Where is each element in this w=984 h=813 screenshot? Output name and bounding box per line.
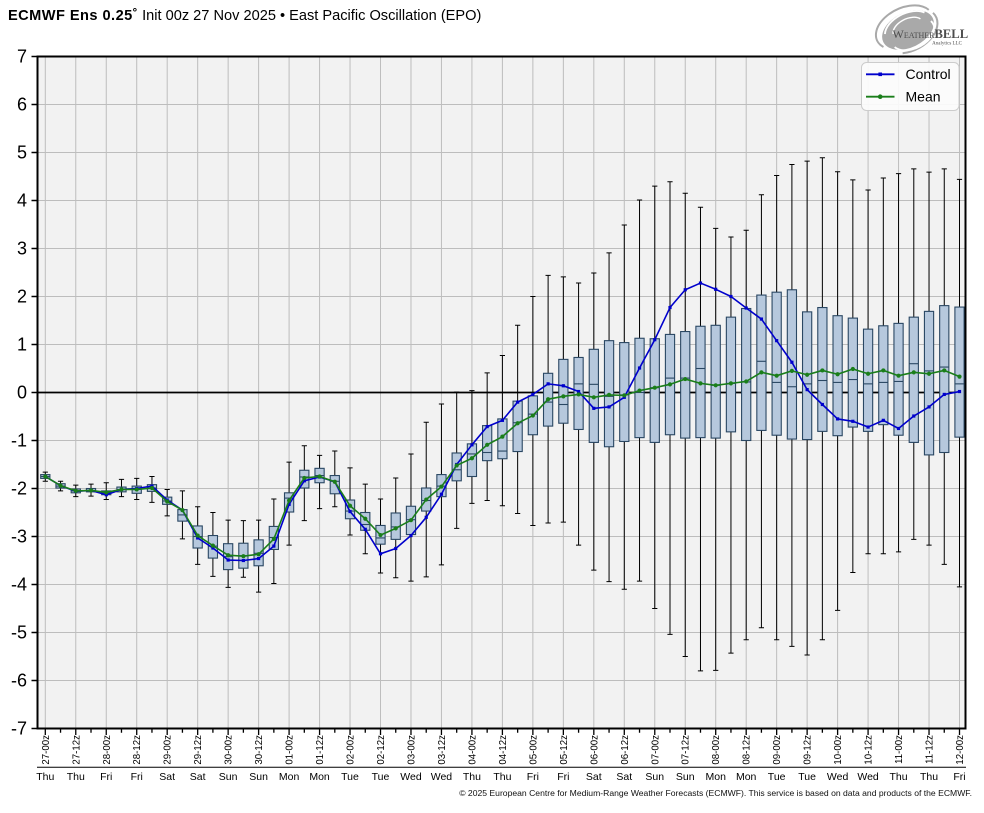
svg-text:Tue: Tue [768, 771, 786, 783]
svg-text:Mon: Mon [279, 771, 300, 783]
svg-text:Wed: Wed [400, 771, 422, 783]
svg-text:Mon: Mon [705, 771, 726, 783]
svg-text:30-00z: 30-00z [224, 735, 235, 765]
svg-text:Sun: Sun [645, 771, 664, 783]
svg-text:Thu: Thu [36, 771, 54, 783]
svg-text:Fri: Fri [557, 771, 569, 783]
svg-text:Thu: Thu [67, 771, 85, 783]
svg-text:Mon: Mon [736, 771, 757, 783]
svg-text:3: 3 [17, 239, 27, 259]
svg-text:Sat: Sat [586, 771, 602, 783]
svg-text:Tue: Tue [798, 771, 816, 783]
svg-text:Sun: Sun [676, 771, 695, 783]
svg-text:7: 7 [17, 47, 27, 67]
svg-text:-2: -2 [11, 479, 27, 499]
svg-text:03-12z: 03-12z [437, 735, 448, 765]
svg-text:1: 1 [17, 335, 27, 355]
svg-text:Control: Control [906, 66, 951, 82]
svg-text:12-00z: 12-00z [955, 735, 966, 765]
svg-text:5: 5 [17, 143, 27, 163]
svg-text:Thu: Thu [493, 771, 511, 783]
svg-text:-4: -4 [11, 575, 27, 595]
svg-text:05-00z: 05-00z [528, 735, 539, 765]
svg-text:Sat: Sat [616, 771, 632, 783]
svg-text:Mean: Mean [906, 89, 941, 105]
svg-text:06-12z: 06-12z [620, 735, 631, 765]
svg-text:WEATHERBELL: WEATHERBELL [893, 27, 969, 41]
svg-text:-6: -6 [11, 671, 27, 691]
svg-text:01-12z: 01-12z [315, 735, 326, 765]
svg-text:Sat: Sat [190, 771, 206, 783]
svg-text:Analytics LLC: Analytics LLC [932, 42, 963, 47]
svg-text:07-12z: 07-12z [681, 735, 692, 765]
svg-text:2: 2 [17, 287, 27, 307]
svg-text:Fri: Fri [953, 771, 965, 783]
svg-text:08-12z: 08-12z [742, 735, 753, 765]
svg-text:04-12z: 04-12z [498, 735, 509, 765]
svg-text:05-12z: 05-12z [559, 735, 570, 765]
svg-text:10-12z: 10-12z [864, 735, 875, 765]
svg-text:Fri: Fri [527, 771, 539, 783]
svg-text:-3: -3 [11, 527, 27, 547]
svg-text:08-00z: 08-00z [711, 735, 722, 765]
svg-text:4: 4 [17, 191, 27, 211]
svg-text:28-12z: 28-12z [132, 735, 143, 765]
svg-text:09-12z: 09-12z [803, 735, 814, 765]
svg-text:Mon: Mon [309, 771, 330, 783]
svg-text:Wed: Wed [431, 771, 453, 783]
svg-text:11-00z: 11-00z [894, 735, 905, 764]
svg-text:Sat: Sat [159, 771, 175, 783]
svg-text:Fri: Fri [131, 771, 143, 783]
svg-text:Sun: Sun [219, 771, 238, 783]
svg-text:-1: -1 [11, 431, 27, 451]
svg-text:6: 6 [17, 95, 27, 115]
svg-text:06-00z: 06-00z [589, 735, 600, 765]
svg-text:02-00z: 02-00z [346, 735, 357, 765]
svg-text:28-00z: 28-00z [102, 735, 113, 765]
svg-text:27-00z: 27-00z [41, 735, 52, 765]
svg-text:Wed: Wed [827, 771, 849, 783]
svg-text:Fri: Fri [100, 771, 112, 783]
svg-text:29-12z: 29-12z [193, 735, 204, 765]
svg-text:Wed: Wed [857, 771, 879, 783]
svg-text:09-00z: 09-00z [772, 735, 783, 765]
svg-text:© 2025 European Centre for Med: © 2025 European Centre for Medium-Range … [459, 788, 972, 798]
svg-text:29-00z: 29-00z [163, 735, 174, 765]
svg-text:03-00z: 03-00z [406, 735, 417, 765]
svg-text:Tue: Tue [372, 771, 390, 783]
svg-text:30-12z: 30-12z [254, 735, 265, 765]
svg-text:27-12z: 27-12z [71, 735, 82, 765]
svg-text:02-12z: 02-12z [376, 735, 387, 765]
svg-text:07-00z: 07-00z [650, 735, 661, 765]
svg-text:Sun: Sun [249, 771, 268, 783]
svg-text:Thu: Thu [890, 771, 908, 783]
svg-text:01-00z: 01-00z [285, 735, 296, 765]
svg-text:ECMWF Ens 0.25˚ Init 00z 27 No: ECMWF Ens 0.25˚ Init 00z 27 Nov 2025 • E… [8, 8, 481, 24]
svg-text:-5: -5 [11, 623, 27, 643]
svg-text:Tue: Tue [341, 771, 359, 783]
svg-text:04-00z: 04-00z [467, 735, 478, 765]
svg-text:-7: -7 [11, 719, 27, 739]
svg-text:0: 0 [17, 383, 27, 403]
svg-text:10-00z: 10-00z [833, 735, 844, 765]
svg-text:Thu: Thu [463, 771, 481, 783]
svg-text:11-12z: 11-12z [925, 735, 936, 764]
svg-text:Thu: Thu [920, 771, 938, 783]
